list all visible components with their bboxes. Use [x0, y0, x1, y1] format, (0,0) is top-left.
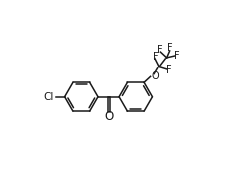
Text: F: F — [153, 52, 159, 62]
Text: Cl: Cl — [44, 92, 54, 102]
Text: F: F — [167, 43, 172, 53]
Text: F: F — [157, 45, 163, 55]
Text: O: O — [104, 110, 113, 123]
Text: F: F — [166, 65, 172, 75]
Text: O: O — [152, 71, 159, 81]
Text: F: F — [174, 51, 180, 61]
